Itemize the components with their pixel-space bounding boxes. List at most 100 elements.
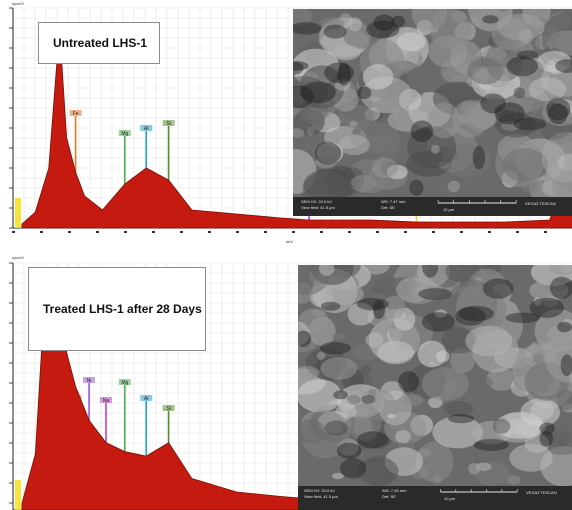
sem-grain: [347, 302, 375, 326]
sem-grain: [486, 368, 518, 391]
element-label-bg: [162, 405, 175, 411]
sem-shadow: [422, 265, 439, 278]
sem-grain: [549, 265, 572, 276]
sem-shadow: [410, 120, 434, 143]
x-tick: [236, 231, 239, 233]
panel-treated: NiMgCrFeNaAlCaSiKCaCrFeNi cps/eV Treated…: [0, 255, 572, 510]
sem-shadow: [314, 141, 342, 165]
sem-grain: [361, 265, 390, 275]
sem-grain: [465, 325, 513, 357]
x-tick: [264, 231, 267, 233]
spectrum-overlay: [15, 480, 21, 510]
sem-grain: [320, 357, 358, 380]
chart-title: Untreated LHS-1: [38, 22, 160, 64]
y-unit-label: cps/eV: [12, 255, 25, 260]
sem-grain: [320, 16, 345, 30]
element-label: Mg: [121, 131, 128, 137]
sem-grain: [434, 309, 448, 318]
sem-shadow: [549, 276, 572, 299]
sem-shadow: [513, 117, 547, 131]
x-tick: [208, 231, 211, 233]
sem-grain: [361, 388, 394, 411]
sem-shadow: [505, 312, 541, 324]
sem-shadow: [357, 431, 389, 449]
sem-grain: [293, 9, 313, 26]
sem-shadow: [548, 103, 568, 125]
element-label: Ni: [87, 378, 92, 384]
sem-grain: [474, 376, 493, 390]
sem-grain: [298, 419, 326, 444]
sem-grain: [298, 379, 342, 413]
element-label-bg: [83, 377, 96, 383]
sem-grain: [404, 394, 424, 406]
sem-shadow: [506, 56, 539, 77]
sem-shadow: [300, 81, 336, 104]
sem-shadow: [336, 442, 362, 459]
x-tick: [152, 231, 155, 233]
sem-det: Det: SE: [382, 494, 396, 499]
x-tick: [488, 231, 491, 233]
sem-grain: [513, 87, 526, 99]
x-tick: [404, 231, 407, 233]
element-label: Mg: [121, 380, 128, 386]
sem-grain: [387, 108, 431, 132]
sem-grain: [361, 394, 376, 404]
sem-grain: [430, 144, 440, 154]
element-label: Si: [166, 121, 170, 127]
sem-grain: [443, 401, 474, 416]
x-tick: [376, 231, 379, 233]
panel-untreated: FeSiAlMgKTiFe cps/eV keV Untreated LHS-1…: [0, 0, 572, 250]
sem-grain: [495, 412, 544, 439]
sem-shadow: [357, 86, 372, 100]
sem-grain: [299, 65, 345, 109]
sem-shadow: [319, 342, 351, 355]
sem-shadow: [529, 297, 564, 318]
x-tick: [460, 231, 463, 233]
sem-grain: [455, 286, 507, 334]
sem-grain: [335, 403, 357, 419]
sem-grain: [450, 347, 475, 374]
sem-shadow: [539, 422, 555, 435]
element-label: Na: [103, 398, 110, 404]
sem-shadow: [366, 20, 400, 39]
sem-grain: [507, 475, 521, 486]
sem-grain: [350, 174, 377, 193]
sem-shadow: [398, 371, 420, 393]
sem-hv: SEM HV: 20.0 kV: [301, 199, 332, 204]
sem-det: Det: SE: [381, 205, 395, 210]
sem-shadow: [373, 14, 395, 31]
sem-shadow: [421, 312, 455, 332]
sem-grain: [332, 472, 344, 480]
sem-grain: [498, 9, 508, 13]
sem-micrograph: [298, 265, 572, 510]
x-tick: [40, 231, 43, 233]
sem-grain: [495, 113, 537, 138]
sem-image-untreated: SEM HV: 20.0 kV View field: 41.5 μm WD: …: [293, 9, 572, 216]
sem-shadow: [455, 307, 486, 326]
sem-grain: [532, 103, 572, 141]
sem-shadow: [458, 305, 494, 322]
sem-grain: [360, 364, 372, 375]
element-label: Si: [166, 406, 170, 412]
sem-shadow: [546, 97, 571, 121]
sem-micrograph: [293, 9, 572, 216]
x-unit-label: keV: [286, 239, 293, 244]
sem-shadow: [323, 24, 347, 39]
sem-grain: [495, 139, 545, 188]
sem-grain: [358, 462, 387, 485]
x-tick: [516, 231, 519, 233]
sem-grain: [433, 474, 442, 484]
sem-grain: [497, 13, 545, 41]
sem-grain: [417, 340, 447, 368]
sem-shadow: [418, 288, 452, 300]
element-label-bg: [118, 130, 131, 136]
sem-shadow: [480, 93, 506, 114]
sem-grain: [417, 265, 450, 287]
x-tick: [68, 231, 71, 233]
sem-grain: [371, 157, 398, 179]
x-tick: [292, 231, 295, 233]
sem-scalebar-label: 10 μm: [444, 496, 456, 501]
sem-shadow: [337, 62, 351, 86]
sem-shadow: [293, 22, 322, 35]
sem-shadow: [409, 179, 424, 196]
